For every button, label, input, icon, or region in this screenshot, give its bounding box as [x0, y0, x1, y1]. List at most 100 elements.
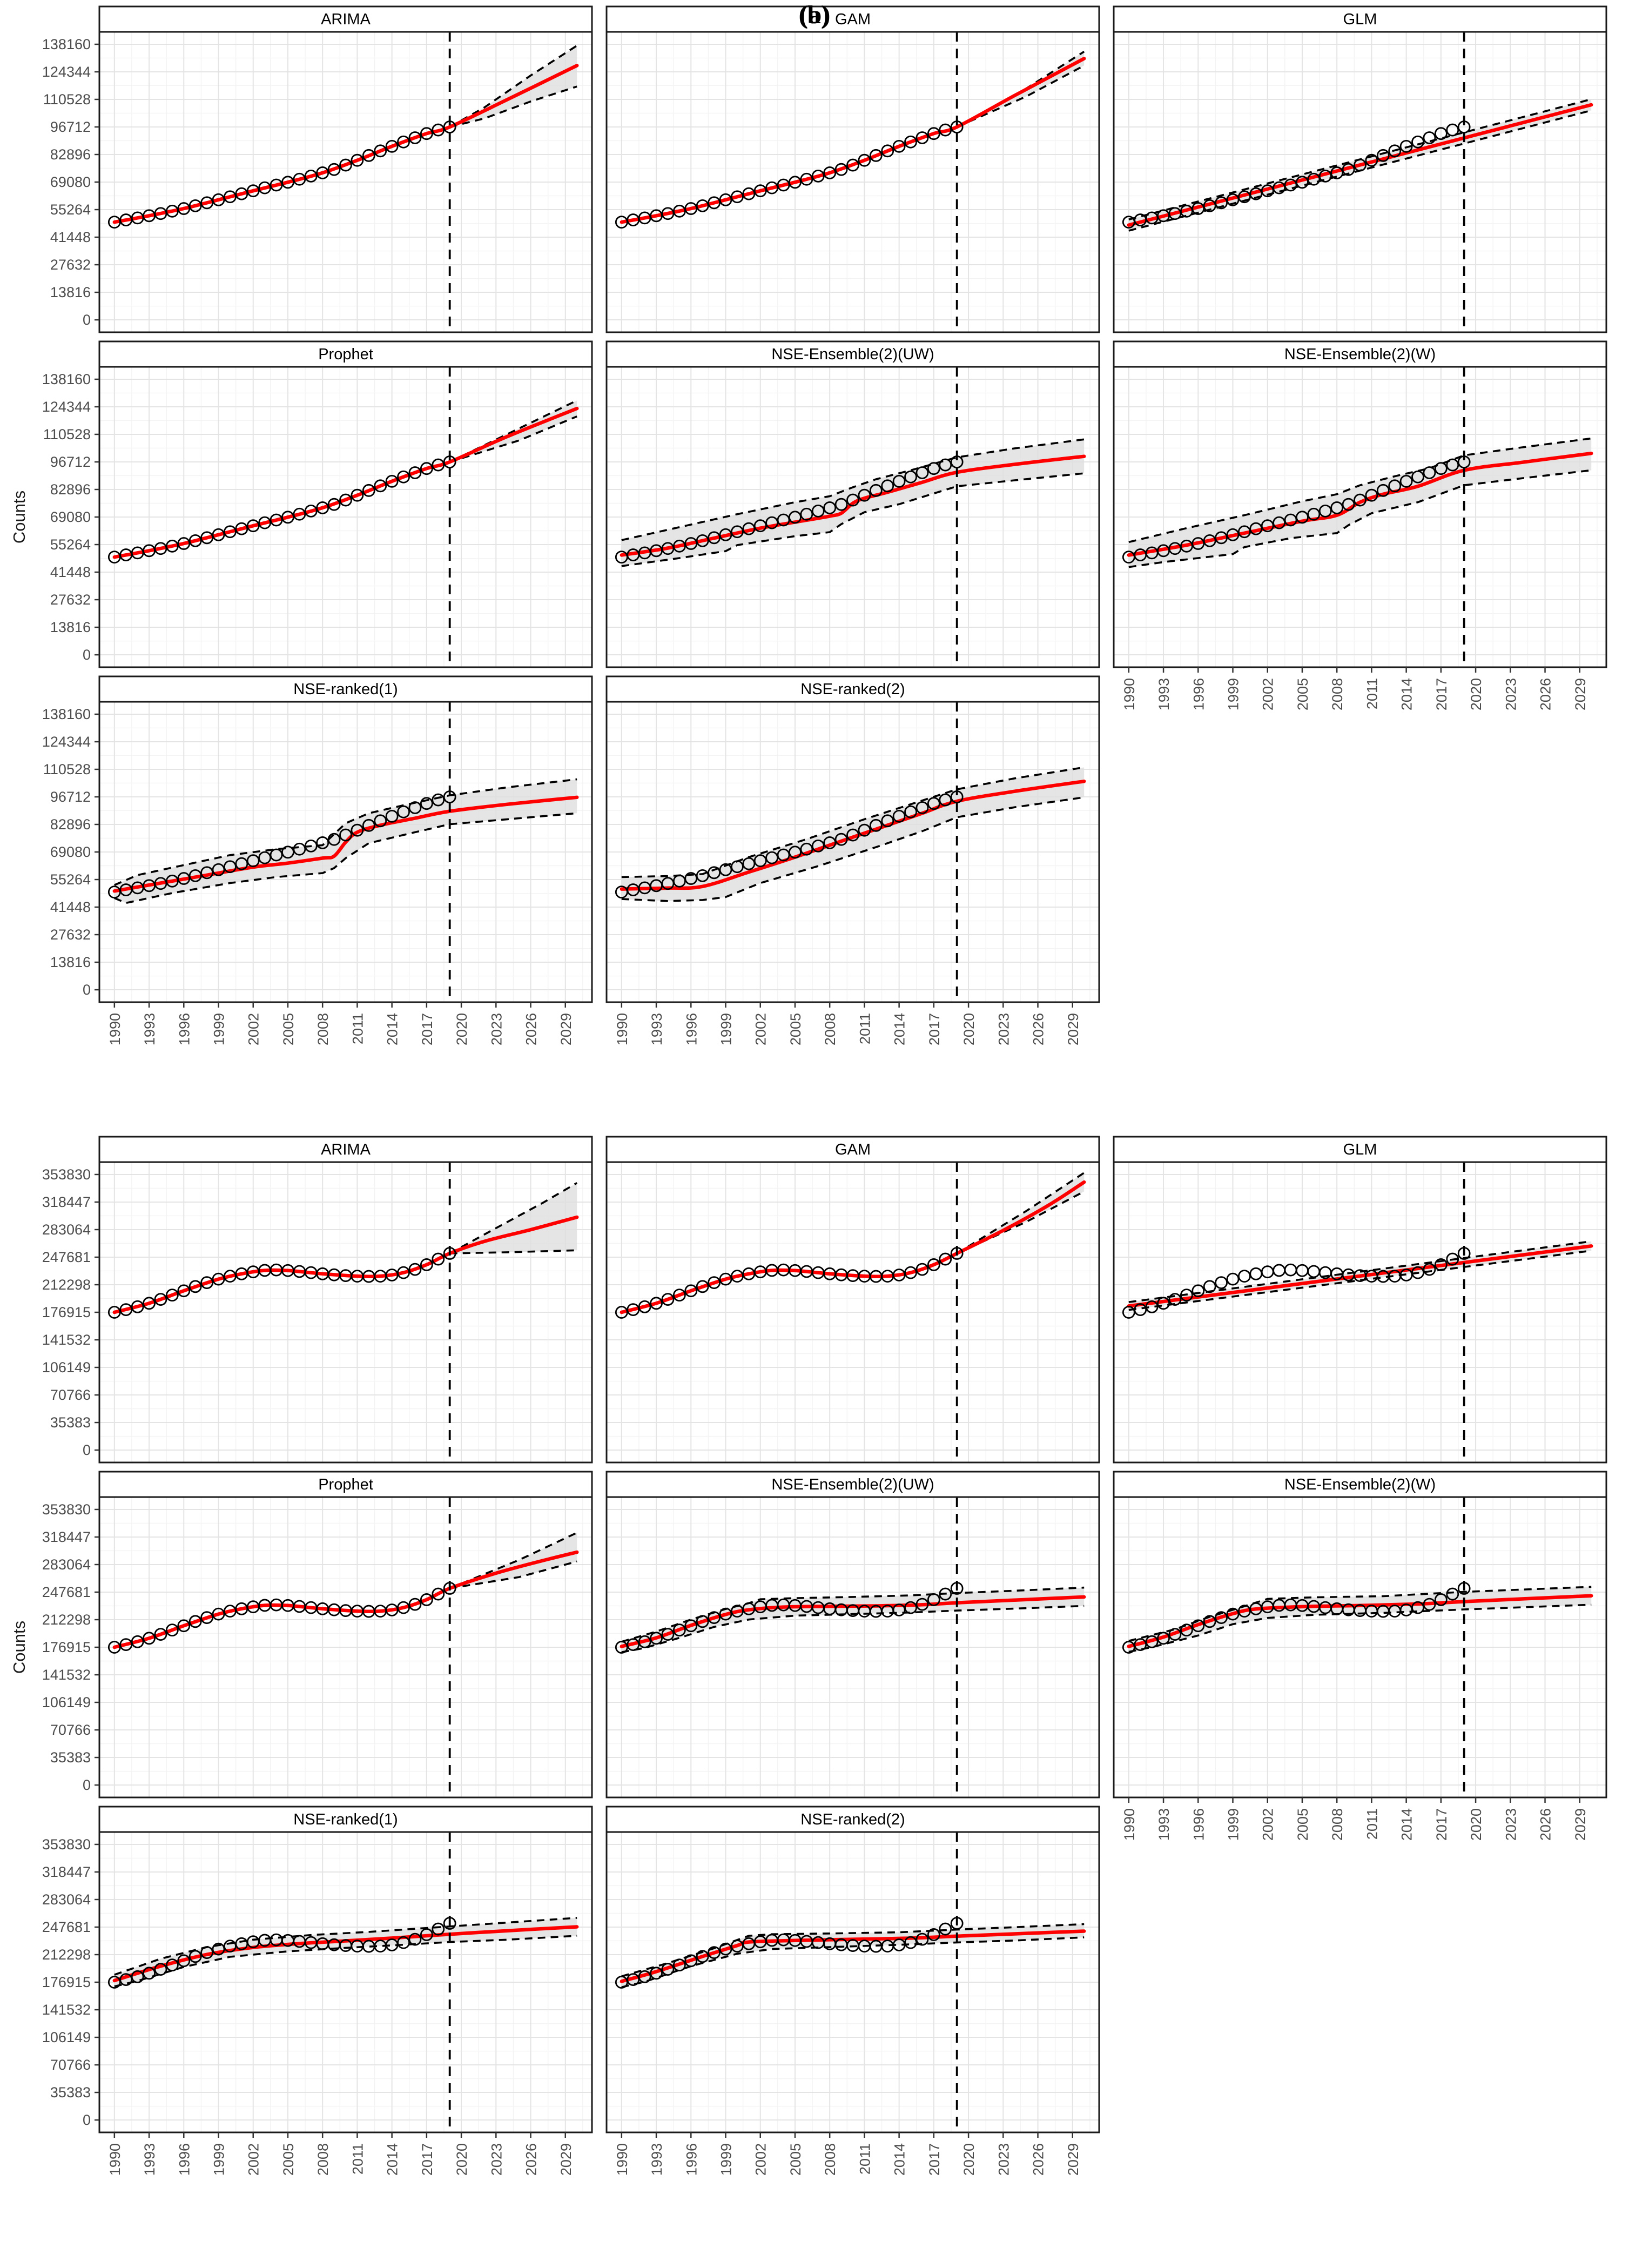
svg-text:2005: 2005	[1295, 678, 1311, 710]
svg-text:82896: 82896	[50, 146, 91, 163]
svg-text:2026: 2026	[1538, 1808, 1554, 1841]
facet-nse-ranked-2-b: NSE-ranked(2) 1990 1993 1996 1999 2002 2005 200…	[605, 1806, 1100, 2176]
svg-text:0: 0	[83, 647, 91, 663]
svg-text:1996: 1996	[1190, 678, 1207, 710]
facet-title: NSE-ranked(1)	[293, 1811, 398, 1828]
facet-gam-b: GAM	[605, 1136, 1100, 1464]
svg-text:106149: 106149	[42, 1359, 91, 1375]
facet-strip	[98, 1806, 593, 1833]
y-axis: 0 13816 27632 41448 55264 69080 82896 96712 1105…	[42, 706, 99, 998]
svg-text:1993: 1993	[1156, 678, 1172, 710]
svg-text:2023: 2023	[1503, 1808, 1519, 1841]
confidence-band	[449, 1532, 577, 1589]
model-line	[112, 1925, 579, 1983]
model-line	[620, 57, 1086, 224]
observed-points	[107, 120, 456, 229]
svg-text:138160: 138160	[42, 706, 91, 722]
observed-points	[1122, 455, 1471, 564]
svg-text:2011: 2011	[349, 2143, 366, 2175]
svg-text:1999: 1999	[718, 1013, 735, 1045]
svg-text:2026: 2026	[523, 1013, 540, 1045]
svg-text:2029: 2029	[1572, 678, 1588, 710]
svg-text:2011: 2011	[857, 2143, 873, 2175]
svg-text:1993: 1993	[649, 1013, 665, 1045]
svg-text:212298: 212298	[42, 1612, 91, 1628]
svg-text:1993: 1993	[1156, 1808, 1172, 1841]
svg-text:2029: 2029	[558, 2143, 574, 2176]
svg-text:13816: 13816	[50, 954, 91, 970]
svg-text:2026: 2026	[1031, 2143, 1047, 2176]
svg-text:1993: 1993	[142, 2143, 158, 2176]
observed-points	[1122, 120, 1471, 229]
svg-text:353830: 353830	[42, 1836, 91, 1853]
svg-text:2005: 2005	[280, 2143, 297, 2176]
svg-text:13816: 13816	[50, 619, 91, 635]
svg-text:2023: 2023	[995, 2143, 1012, 2176]
svg-text:2026: 2026	[523, 2143, 540, 2176]
svg-text:141532: 141532	[42, 2002, 91, 2018]
x-axis: 1990 1993 1996 1999 2002 2005 2008 2011 2014 2017…	[107, 2132, 574, 2176]
confidence-band	[621, 1923, 1085, 1988]
facet-title: GAM	[835, 11, 871, 28]
svg-text:124344: 124344	[42, 734, 91, 750]
facet-strip	[1113, 340, 1607, 368]
panel-a-figure: Counts ARIMA 0 13816 27632 41448 55264 69080 828…	[10, 5, 1607, 1045]
svg-text:2017: 2017	[926, 1013, 943, 1045]
svg-text:69080: 69080	[50, 174, 91, 190]
svg-text:1990: 1990	[107, 2143, 123, 2176]
facet-strip	[98, 340, 593, 368]
svg-text:2011: 2011	[1364, 678, 1380, 709]
observed-points	[615, 1582, 964, 1654]
svg-text:2023: 2023	[1503, 678, 1519, 710]
facet-title: ARIMA	[321, 11, 371, 28]
facet-strip	[98, 1136, 593, 1163]
observed-points	[107, 1247, 456, 1319]
svg-text:176915: 176915	[42, 1974, 91, 1990]
svg-text:1996: 1996	[683, 1013, 699, 1045]
gridlines	[607, 1160, 1099, 1462]
svg-text:1996: 1996	[683, 2143, 699, 2176]
model-line	[620, 454, 1086, 557]
svg-text:2017: 2017	[419, 1013, 435, 1045]
facet-title: ARIMA	[321, 1141, 371, 1158]
facet-title: NSE-ranked(1)	[293, 681, 398, 698]
model-line	[112, 1215, 579, 1314]
model-line	[112, 795, 579, 893]
facet-glm-a: GLM	[1113, 5, 1607, 333]
svg-text:41448: 41448	[50, 564, 91, 580]
svg-text:283064: 283064	[42, 1222, 91, 1238]
svg-text:176915: 176915	[42, 1639, 91, 1655]
observed-points	[107, 1582, 456, 1654]
svg-text:318447: 318447	[42, 1864, 91, 1880]
svg-text:70766: 70766	[50, 1387, 91, 1403]
y-axis: 0 35383 70766 106149 141532 176915 212298 24768…	[42, 1836, 99, 2128]
svg-text:212298: 212298	[42, 1277, 91, 1293]
svg-text:2023: 2023	[488, 2143, 504, 2176]
facet-nse-ranked-2-a: NSE-ranked(2) 1990 1993 1996 1999 2002 2005 200…	[605, 675, 1100, 1045]
svg-text:141532: 141532	[42, 1667, 91, 1683]
gridlines	[99, 1495, 592, 1797]
svg-text:1999: 1999	[211, 1013, 227, 1045]
observed-points	[107, 1917, 456, 1989]
svg-text:2029: 2029	[1065, 1013, 1081, 1045]
facet-strip	[605, 340, 1100, 368]
svg-text:2005: 2005	[787, 1013, 804, 1045]
facet-nse-ensemble-2-w-a: NSE-Ensemble(2)(W) 1990 1993 1996 1999 2002 20…	[1113, 340, 1607, 710]
svg-text:2029: 2029	[1065, 2143, 1081, 2176]
model-line	[620, 1180, 1086, 1314]
caption-a: (a)	[799, 1, 830, 29]
svg-text:2008: 2008	[822, 1013, 838, 1045]
facet-title: GLM	[1343, 11, 1377, 28]
gridlines	[1114, 1495, 1606, 1797]
facet-title: Prophet	[318, 346, 373, 363]
svg-text:1993: 1993	[649, 2143, 665, 2176]
y-axis: 0 35383 70766 106149 141532 176915 212298 24768…	[42, 1166, 99, 1458]
svg-text:2005: 2005	[1295, 1808, 1311, 1841]
model-line	[1127, 1244, 1593, 1308]
svg-text:2014: 2014	[1399, 1808, 1415, 1841]
facet-arima-a: ARIMA 0 13816 27632 41448 55264 69080 82896 9671…	[42, 5, 593, 333]
facet-strip	[605, 1806, 1100, 1833]
facet-title: Prophet	[318, 1476, 373, 1493]
facet-prophet-a: Prophet 0 13816 27632 41448 55264 69080 82896 96…	[42, 340, 593, 668]
svg-text:2002: 2002	[1260, 1808, 1276, 1841]
